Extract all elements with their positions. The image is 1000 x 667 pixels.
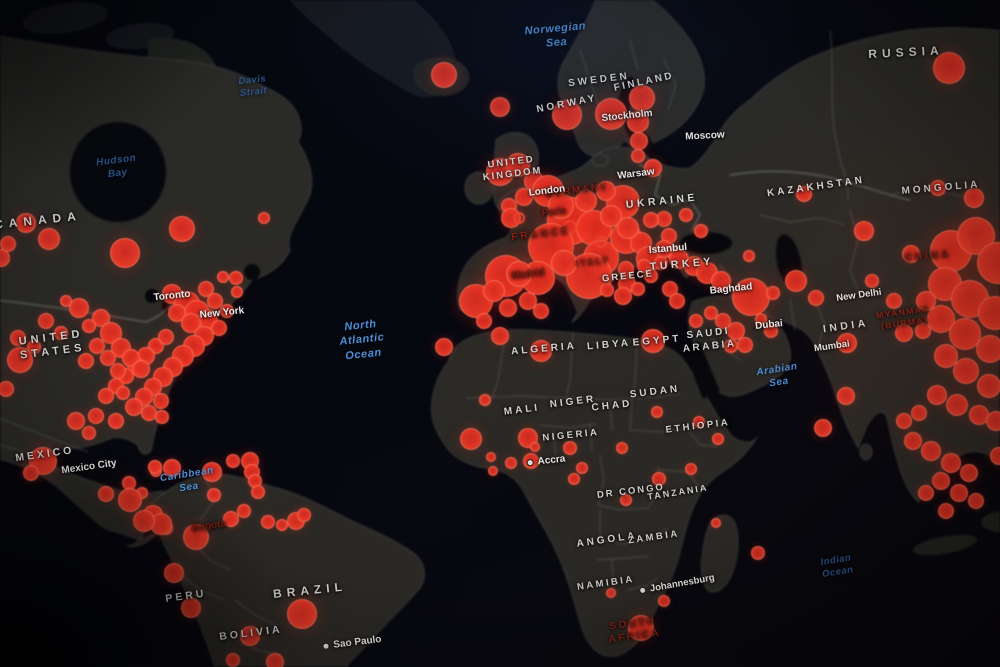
label-caribbean-sea: Caribbean Sea — [159, 464, 215, 495]
label-nigeria: NIGERIA — [541, 426, 600, 444]
city-label-mexico-city: Mexico City — [60, 457, 118, 477]
city-label-stockholm: Stockholm — [601, 107, 653, 125]
label-davis-strait: Davis Strait — [237, 73, 268, 100]
label-norwegian-sea: Norwegian Sea — [524, 20, 587, 50]
label-bolivia: BOLIVIA — [218, 623, 284, 644]
label-chad: CHAD — [591, 398, 633, 414]
city-label-sao-paulo: Sao Paulo — [322, 633, 383, 653]
label-united-kingdom: UNITED KINGDOM — [482, 153, 544, 184]
city-label-istanbul: Istanbul — [648, 241, 688, 257]
city-label-paris: Paris — [541, 205, 567, 219]
label-china: CHINA — [904, 248, 952, 264]
label-norway: NORWAY — [535, 92, 599, 116]
label-niger: NIGER — [549, 393, 597, 411]
label-canada: CANADA — [0, 208, 83, 232]
label-india: INDIA — [822, 317, 870, 336]
label-france: FRANCE — [510, 224, 572, 244]
city-label-moscow: Moscow — [685, 129, 725, 143]
label-myanmar-burma: MYANMAR (BURMA) — [875, 303, 931, 332]
label-peru: PERU — [164, 587, 208, 605]
city-label-toronto: Toronto — [153, 288, 191, 304]
label-ukraine: UKRAINE — [625, 191, 699, 211]
label-mongolia: MONGOLIA — [901, 179, 981, 197]
label-united-states: UNITED STATES — [18, 327, 87, 362]
city-label-warsaw: Warsaw — [616, 166, 656, 182]
city-label-dubai: Dubai — [754, 318, 784, 332]
label-turkey: TURKEY — [649, 255, 715, 273]
label-north-atlantic-ocean: North Atlantic Ocean — [338, 317, 386, 362]
city-dot-icon — [638, 586, 647, 595]
label-algeria: ALGERIA — [510, 340, 578, 358]
city-label-mumbai: Mumbai — [813, 338, 851, 355]
label-hudson-bay: Hudson Bay — [95, 152, 137, 181]
label-indian-ocean: Indian Ocean — [819, 552, 855, 581]
label-south-africa: SOUTH AFRICA — [608, 614, 662, 646]
city-dot-icon — [526, 458, 535, 467]
city-dot-icon — [322, 642, 330, 650]
city-label-bogota: Bogota — [191, 518, 227, 534]
label-sudan: SUDAN — [629, 383, 681, 401]
label-italy: ITALY — [575, 254, 611, 269]
city-label-johannesburg: Johannesburg — [638, 572, 715, 597]
city-label-new-york: New York — [199, 305, 245, 321]
label-arabian-sea: Arabian Sea — [755, 360, 799, 390]
city-label-madrid: Madrid — [511, 266, 545, 282]
label-mali: MALI — [503, 402, 541, 418]
label-kazakhstan: KAZAKHSTAN — [766, 174, 866, 200]
label-saudi-arabia: SAUDI ARABIA — [682, 325, 738, 355]
label-ethiopia: ETHIOPIA — [665, 416, 731, 436]
city-label-baghdad: Baghdad — [709, 281, 753, 297]
label-russia: RUSSIA — [867, 43, 944, 62]
label-brazil: BRAZIL — [272, 579, 348, 602]
label-libya: LIBYA — [586, 337, 632, 353]
city-label-accra: Accra — [526, 453, 566, 470]
label-egypt: EGYPT — [632, 333, 682, 349]
city-label-new-delhi: New Delhi — [835, 286, 883, 304]
label-namibia: NAMIBIA — [576, 573, 636, 593]
label-greece: GREECE — [601, 268, 655, 285]
